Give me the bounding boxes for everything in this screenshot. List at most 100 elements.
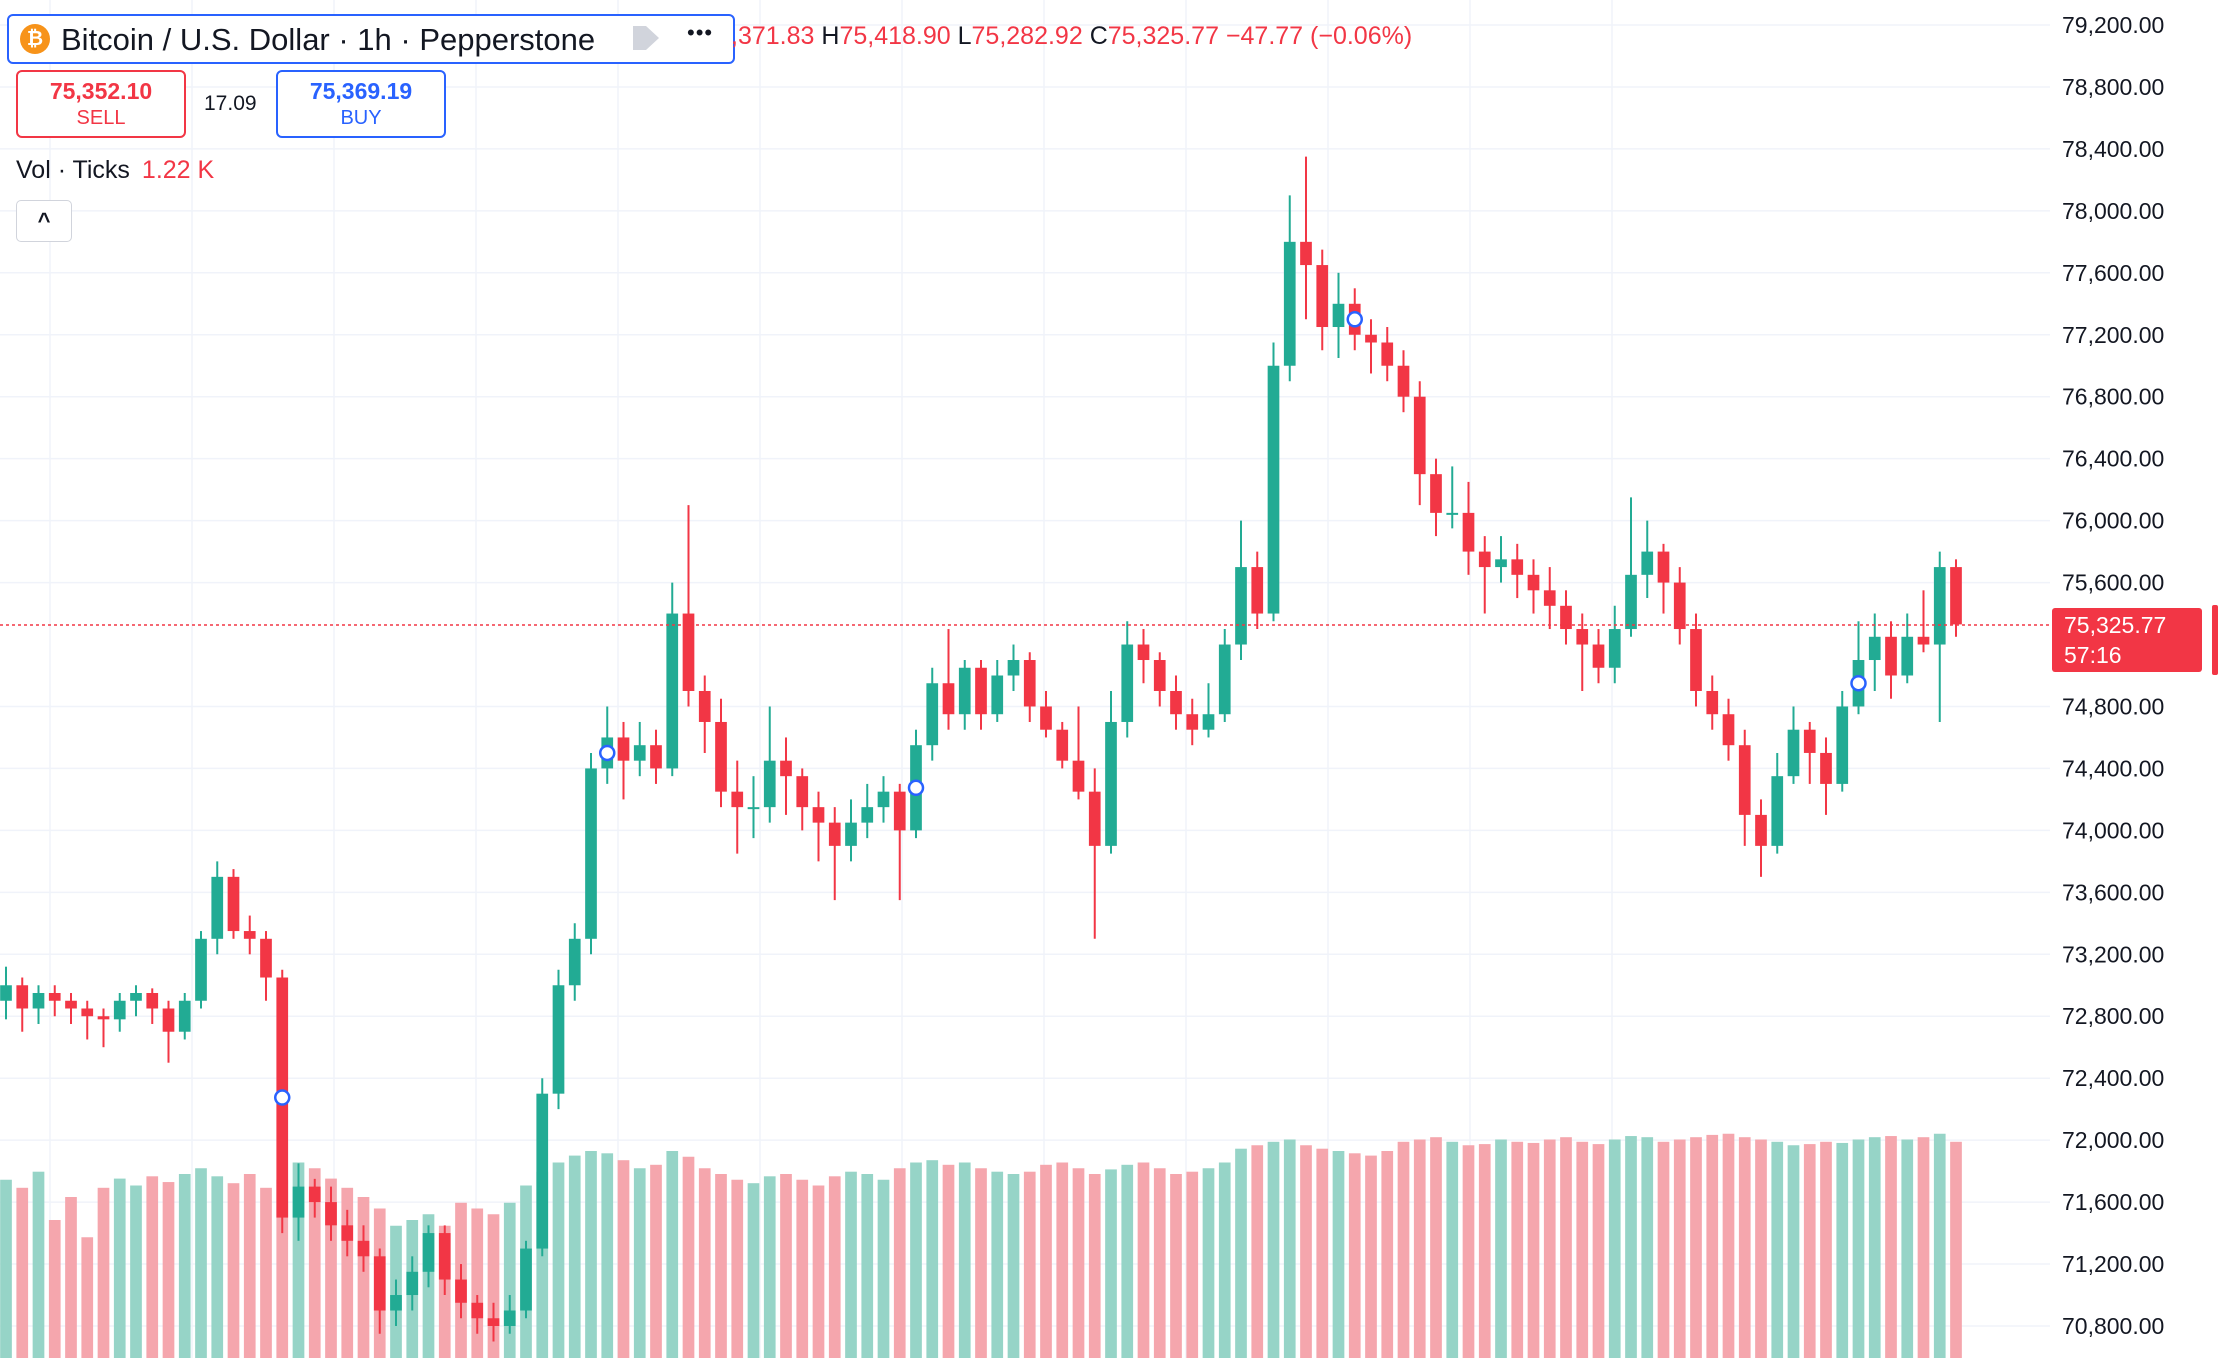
event-marker-0[interactable] <box>274 1089 291 1106</box>
price-axis[interactable]: 79,200.00 78,800.00 78,400.00 78,000.00 77,6… <box>2062 12 2218 1339</box>
price-tick-label: 76,400.00 <box>2062 446 2164 472</box>
volume-legend[interactable]: Vol · Ticks 1.22 K <box>16 156 214 185</box>
candle-76 <box>1235 520 1247 661</box>
candle-19 <box>308 1178 321 1218</box>
event-marker-1[interactable] <box>599 744 616 762</box>
volume-bar-19 <box>308 1168 321 1358</box>
candle-69 <box>1121 621 1134 738</box>
volume-bar-110 <box>1787 1145 1800 1358</box>
volume-bar-59 <box>958 1162 971 1358</box>
price-tick-label: 76,000.00 <box>2062 508 2164 534</box>
volume-bar-60 <box>975 1168 987 1358</box>
event-marker-4[interactable] <box>1850 674 1867 692</box>
volume-bar-83 <box>1348 1153 1361 1358</box>
volume-bar-109 <box>1771 1141 1784 1358</box>
candle-body <box>1755 814 1767 846</box>
collapse-legend-button[interactable]: ^ <box>16 200 72 242</box>
candle-body <box>1040 706 1052 730</box>
candle-body <box>666 613 679 769</box>
candle-body <box>1365 334 1377 343</box>
volume-bar-43 <box>698 1168 711 1358</box>
candle-65 <box>1056 721 1069 769</box>
symbol-header[interactable]: ₿ Bitcoin / U.S. Dollar · 1h · Peppersto… <box>7 14 735 64</box>
candle-85 <box>1381 327 1394 382</box>
volume-bar-97 <box>1576 1141 1589 1358</box>
volume-bar-64 <box>1040 1164 1052 1358</box>
candle-13 <box>211 861 224 955</box>
candle-body <box>975 667 987 715</box>
volume-bar-81 <box>1316 1148 1329 1358</box>
candle-body <box>1560 605 1572 630</box>
volume-bar-92 <box>1495 1139 1507 1358</box>
event-markers[interactable] <box>274 311 1867 1106</box>
candle-body <box>942 683 955 715</box>
candle-body <box>1235 567 1247 645</box>
more-icon[interactable]: ••• <box>687 20 714 45</box>
symbol-title[interactable]: Bitcoin / U.S. Dollar · 1h · Pepperstone <box>61 22 596 57</box>
candle-body <box>487 1318 500 1326</box>
candle-body <box>1771 776 1784 846</box>
flag-icon[interactable] <box>633 26 659 50</box>
volume-bar-94 <box>1527 1142 1540 1358</box>
candle-body <box>390 1295 402 1311</box>
volume-bar-78 <box>1267 1141 1280 1358</box>
buy-label: BUY <box>340 107 382 129</box>
candle-58 <box>942 629 955 730</box>
volume-bar-77 <box>1251 1145 1264 1358</box>
candle-body <box>780 760 792 777</box>
buy-button[interactable]: 75,369.19 BUY <box>276 70 446 138</box>
candle-60 <box>975 660 987 730</box>
candle-42 <box>682 505 695 707</box>
volume-bar-47 <box>763 1176 776 1358</box>
candle-63 <box>1023 652 1036 722</box>
candle-43 <box>698 675 711 753</box>
event-marker-3[interactable] <box>1346 311 1363 328</box>
low-value: 75,282.92 <box>971 22 1083 50</box>
candle-108 <box>1755 799 1767 877</box>
candle-body <box>243 931 256 939</box>
volume-bar-120 <box>1950 1141 1962 1358</box>
volume-bar-73 <box>1186 1171 1199 1358</box>
volume-bar-37 <box>601 1153 614 1358</box>
volume-bar-13 <box>211 1176 224 1358</box>
volume-bar-63 <box>1023 1171 1036 1358</box>
sell-button[interactable]: 75,352.10 SELL <box>16 70 186 138</box>
candle-body <box>796 776 809 808</box>
candle-body <box>845 822 857 846</box>
price-tick-label: 71,200.00 <box>2062 1251 2164 1277</box>
spread-value: 17.09 <box>204 92 257 115</box>
price-tick-label: 79,200.00 <box>2062 12 2164 38</box>
volume-bar-108 <box>1755 1139 1767 1358</box>
candle-14 <box>227 869 240 939</box>
price-tick-label: 77,600.00 <box>2062 260 2164 286</box>
candle-54 <box>877 776 890 823</box>
candle-body <box>1787 729 1800 777</box>
candle-body <box>211 876 224 939</box>
volume-bar-49 <box>796 1179 809 1358</box>
candle-30 <box>487 1302 500 1342</box>
volume-bar-66 <box>1072 1168 1085 1358</box>
volume-bar-106 <box>1722 1133 1735 1358</box>
volume-bar-111 <box>1803 1144 1816 1358</box>
volume-bar-70 <box>1137 1162 1150 1358</box>
volume-bar-67 <box>1088 1174 1101 1358</box>
candle-44 <box>715 698 727 808</box>
candle-body <box>260 938 272 978</box>
candle-body <box>1462 512 1475 552</box>
candle-87 <box>1413 381 1426 506</box>
volume-bar-101 <box>1641 1137 1654 1358</box>
volume-bar-57 <box>926 1160 939 1358</box>
event-marker-2[interactable] <box>907 779 925 797</box>
buy-price: 75,369.19 <box>309 78 413 104</box>
volume-bar-58 <box>942 1164 955 1358</box>
candle-body <box>341 1225 354 1241</box>
candle-body <box>991 675 1004 715</box>
chevron-up-icon: ^ <box>37 208 51 233</box>
volume-bar-96 <box>1560 1137 1572 1358</box>
candle-body <box>552 985 565 1094</box>
candle-80 <box>1300 156 1312 320</box>
price-scale-handle[interactable] <box>2212 605 2218 675</box>
candle-39 <box>633 721 646 777</box>
volume-bar-22 <box>357 1197 370 1358</box>
